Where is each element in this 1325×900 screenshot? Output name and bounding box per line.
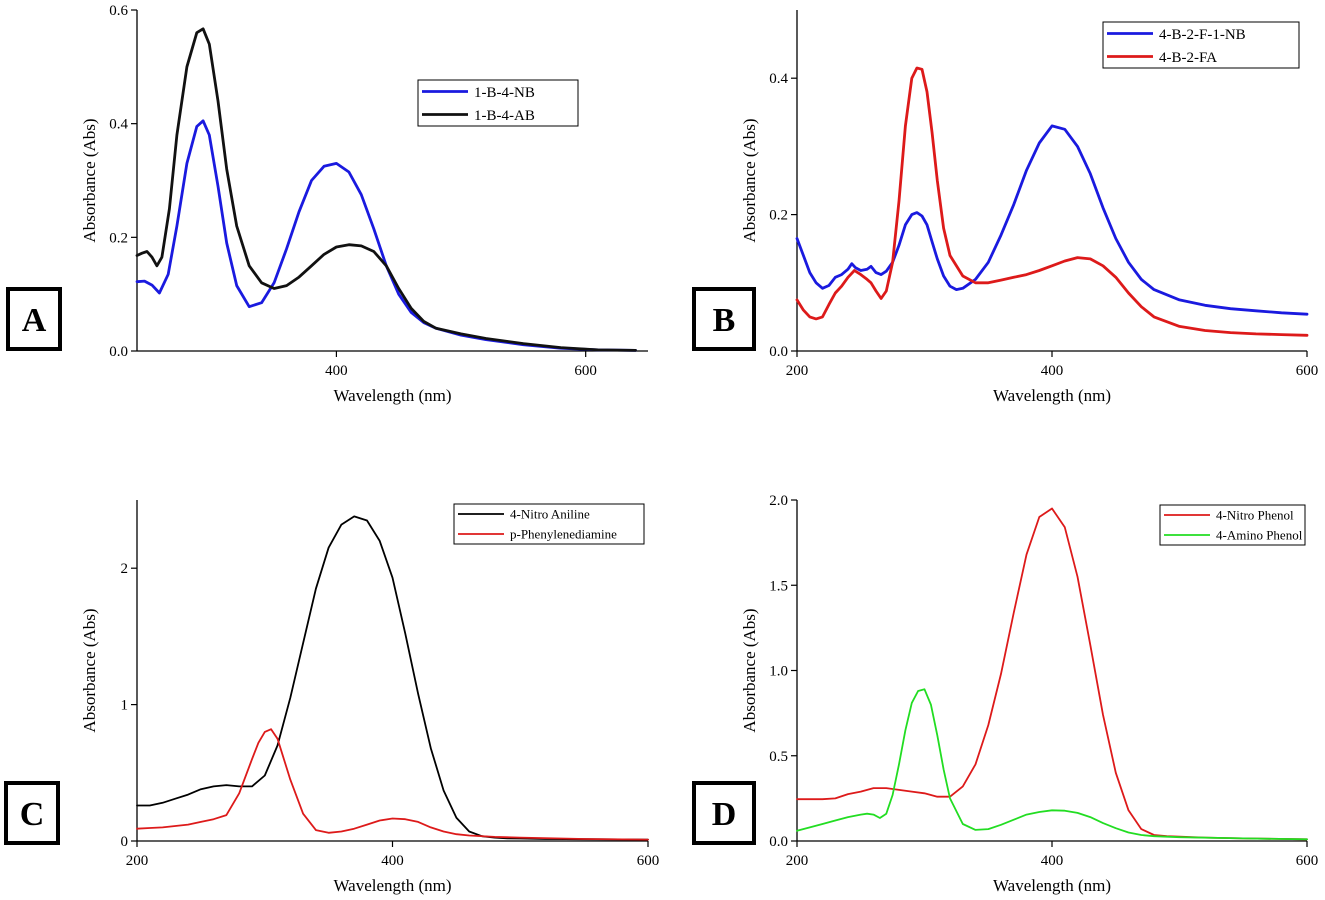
series-line-1-b-4-ab bbox=[135, 27, 637, 352]
panel-label-box bbox=[6, 287, 62, 351]
y-axis-label: Absorbance (Abs) bbox=[740, 118, 759, 242]
legend-entry: 1-B-4-AB bbox=[474, 108, 535, 124]
legend-entry: 4-B-2-F-1-NB bbox=[1159, 27, 1246, 43]
panel-label: A bbox=[22, 302, 47, 339]
series-line-1-b-4-nb bbox=[135, 119, 637, 352]
x-tick-label: 200 bbox=[786, 853, 809, 869]
panel-a: 400 600 0.0 0.2 0.4 0.6 Wavelength (nm) Absorba… bbox=[6, 3, 648, 405]
legend-entry: p-Phenylenediamine bbox=[510, 527, 617, 542]
panel-label: C bbox=[20, 796, 45, 833]
x-axis-label: Wavelength (nm) bbox=[993, 876, 1111, 895]
y-tick-label: 0.4 bbox=[769, 71, 788, 87]
legend-frame bbox=[1102, 21, 1300, 69]
legend: 4-Nitro Phenol 4-Amino Phenol bbox=[1159, 504, 1306, 546]
x-tick-label: 400 bbox=[1041, 363, 1064, 379]
x-axis-label: Wavelength (nm) bbox=[333, 386, 451, 405]
x-tick-label: 600 bbox=[574, 363, 597, 379]
x-axis-label: Wavelength (nm) bbox=[333, 876, 451, 895]
x-tick-label: 600 bbox=[1296, 853, 1319, 869]
panel-label: D bbox=[712, 796, 737, 833]
x-tick-label: 600 bbox=[637, 853, 660, 869]
legend-entry: 4-B-2-FA bbox=[1159, 50, 1217, 66]
y-axis-label: Absorbance (Abs) bbox=[740, 608, 759, 732]
x-tick-label: 400 bbox=[381, 853, 404, 869]
series-line-p-phenylenediamine bbox=[136, 728, 649, 841]
panel-c: 200 400 600 0 1 2 Wavelength (nm) Absorbance (A… bbox=[4, 500, 660, 895]
y-tick-label: 0.0 bbox=[769, 344, 788, 360]
panel-label-box bbox=[4, 781, 60, 845]
y-tick-label: 0.2 bbox=[109, 230, 128, 246]
y-axis-label: Absorbance (Abs) bbox=[80, 118, 99, 242]
x-tick-label: 400 bbox=[325, 363, 348, 379]
y-axis-label: Absorbance (Abs) bbox=[80, 608, 99, 732]
x-tick-label: 600 bbox=[1296, 363, 1319, 379]
y-tick-label: 0.5 bbox=[769, 749, 788, 765]
x-axis-label: Wavelength (nm) bbox=[993, 386, 1111, 405]
series-line-4-nitro-phenol bbox=[796, 507, 1308, 841]
legend-frame bbox=[1159, 504, 1306, 546]
legend: 4-Nitro Aniline p-Phenylenediamine bbox=[453, 503, 645, 545]
panel-d: 200 400 600 0.0 0.5 1.0 1.5 2.0 Wavelength (nm) A… bbox=[692, 493, 1319, 895]
series-line-4-nitro-aniline bbox=[136, 515, 649, 841]
x-tick-label: 400 bbox=[1041, 853, 1064, 869]
panel-label-box bbox=[692, 781, 756, 845]
series-line-4-amino-phenol bbox=[796, 688, 1308, 841]
legend-entry: 1-B-4-NB bbox=[474, 85, 535, 101]
y-tick-label: 0.0 bbox=[109, 344, 128, 360]
y-tick-label: 1 bbox=[121, 698, 129, 714]
series-line-4-b-2-fa bbox=[795, 66, 1309, 337]
y-tick-label: 0.4 bbox=[109, 117, 128, 133]
y-tick-label: 0.6 bbox=[109, 3, 128, 19]
x-tick-label: 200 bbox=[786, 363, 809, 379]
legend-entry: 4-Amino Phenol bbox=[1216, 528, 1303, 543]
legend: 1-B-4-NB 1-B-4-AB bbox=[417, 79, 579, 127]
legend: 4-B-2-F-1-NB 4-B-2-FA bbox=[1102, 21, 1300, 69]
panel-b: 200 400 600 0.0 0.2 0.4 Wavelength (nm) Absorba… bbox=[692, 10, 1319, 405]
y-tick-label: 0 bbox=[121, 834, 129, 850]
y-tick-label: 1.0 bbox=[769, 664, 788, 680]
series-line-4-b-2-f-1-nb bbox=[795, 124, 1309, 316]
y-tick-label: 0.0 bbox=[769, 834, 788, 850]
panel-label-box bbox=[692, 287, 756, 351]
legend-entry: 4-Nitro Phenol bbox=[1216, 508, 1294, 523]
y-tick-label: 2.0 bbox=[769, 493, 788, 509]
legend-frame bbox=[417, 79, 579, 127]
y-tick-label: 0.2 bbox=[769, 208, 788, 224]
legend-entry: 4-Nitro Aniline bbox=[510, 507, 590, 522]
legend-frame bbox=[453, 503, 645, 545]
x-tick-label: 200 bbox=[126, 853, 149, 869]
panel-label: B bbox=[713, 302, 736, 339]
y-tick-label: 2 bbox=[121, 561, 129, 577]
y-tick-label: 1.5 bbox=[769, 578, 788, 594]
